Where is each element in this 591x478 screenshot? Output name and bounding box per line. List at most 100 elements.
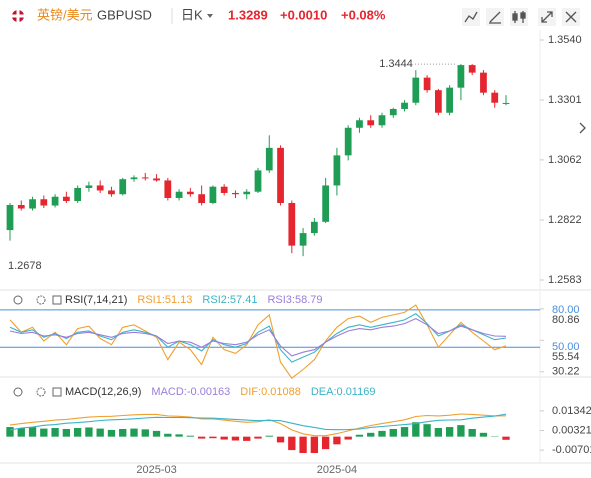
candle-body — [119, 179, 127, 195]
candle-body — [333, 155, 341, 186]
macd-bar — [468, 428, 476, 437]
candle-body — [356, 120, 363, 128]
pair-name: 英镑/美元 — [37, 7, 93, 22]
macd-bar — [423, 424, 431, 437]
grid-icon[interactable] — [52, 295, 62, 305]
y-tick-label: 1.3062 — [548, 154, 582, 166]
y-tick-label: 55.54 — [552, 351, 580, 363]
legend-label: RSI3:58.79 — [267, 294, 322, 306]
candle-body — [446, 87, 454, 113]
legend-label: MACD:-0.00163 — [151, 386, 230, 398]
candle-body — [40, 199, 48, 206]
macd-bar — [85, 427, 93, 437]
candle-body — [130, 177, 138, 180]
y-tick-label: 80.86 — [552, 314, 580, 326]
macd-bar — [141, 429, 149, 437]
candle-body — [310, 221, 318, 234]
macd-bar — [299, 436, 307, 453]
candle-body — [198, 194, 206, 204]
macd-bar — [130, 428, 138, 437]
macd-bar — [445, 427, 454, 437]
series-line — [9, 413, 507, 437]
y-tick-label: 0.00321 — [552, 424, 591, 436]
legend: RSI(7,14,21) RSI1:51.13 RSI2:57.41 RSI3:58.… — [13, 294, 323, 306]
macd-bar — [389, 428, 397, 437]
low-label: 1.2678 — [8, 260, 42, 272]
macd-bar — [164, 433, 172, 437]
indicator-button[interactable] — [462, 8, 480, 26]
candle-body — [164, 180, 172, 198]
macd-bar — [96, 428, 104, 437]
macd-bar — [321, 436, 330, 450]
grid-icon[interactable] — [52, 387, 62, 397]
candle-body — [85, 185, 93, 188]
macd-bar — [502, 436, 510, 440]
y-tick-label: 80.00 — [552, 304, 580, 316]
close-button[interactable] — [562, 8, 580, 26]
candle-body — [434, 90, 442, 113]
candle-body — [243, 191, 251, 195]
macd-bar — [231, 436, 240, 441]
candle-body — [401, 102, 408, 109]
y-tick-label: 50.00 — [552, 341, 580, 353]
draw-button[interactable] — [486, 8, 504, 26]
y-tick-label: 1.2583 — [548, 274, 582, 286]
macd-bar — [73, 428, 82, 437]
candle-body — [153, 178, 160, 181]
candle-body — [232, 192, 239, 195]
candle-button[interactable] — [510, 8, 528, 26]
candle-body — [209, 186, 217, 204]
change-pct: +0.08% — [341, 7, 386, 22]
macd-bar — [310, 436, 319, 453]
y-tick-label: 30.22 — [552, 366, 580, 378]
macd-bar — [479, 432, 488, 437]
candle-body — [17, 205, 25, 209]
legend-label: DIF:0.01088 — [240, 386, 301, 398]
candle-body — [322, 185, 330, 222]
macd-bar — [457, 425, 465, 437]
macd-bar — [40, 428, 48, 437]
candle-body — [344, 127, 352, 156]
candle-body — [367, 120, 375, 126]
price: 1.3289 — [228, 7, 268, 22]
candle-body — [186, 191, 194, 195]
side-arrow[interactable] — [579, 122, 586, 134]
candle-body — [220, 186, 228, 193]
candle-body — [378, 115, 386, 126]
candle-body — [6, 205, 14, 231]
period[interactable]: 日K — [181, 7, 203, 22]
eye-icon[interactable] — [13, 295, 23, 305]
y-tick-label: 1.2822 — [548, 214, 582, 226]
legend-label: RSI2:57.41 — [202, 294, 257, 306]
settings-icon[interactable] — [36, 295, 46, 305]
candle-body — [468, 65, 476, 73]
high-label: 1.3444 — [379, 58, 413, 70]
macd-bar — [6, 427, 14, 437]
y-tick-label: 0.01342 — [552, 405, 591, 417]
macd-bar — [152, 430, 161, 437]
y-tick-label: -0.00701 — [552, 444, 591, 456]
macd-bar — [333, 436, 341, 445]
legend-label: RSI(7,14,21) — [65, 294, 127, 306]
candle-body — [141, 177, 149, 179]
candle-body — [423, 77, 431, 91]
candle-body — [175, 191, 183, 198]
symbol: GBPUSD — [97, 7, 152, 22]
candle-body — [502, 102, 510, 104]
candle-body — [108, 190, 115, 195]
expand-button[interactable] — [538, 8, 556, 26]
x-tick-label: 2025-03 — [136, 464, 176, 476]
legend-label: DEA:0.01169 — [311, 386, 376, 398]
candle-body — [51, 196, 59, 206]
eye-icon[interactable] — [13, 387, 23, 397]
candle-body — [96, 185, 104, 191]
macd-bar — [355, 434, 364, 437]
macd-bar — [434, 428, 443, 437]
candle-body — [288, 203, 296, 246]
candle-body — [491, 92, 499, 103]
settings-icon[interactable] — [36, 387, 46, 397]
candle-body — [29, 199, 36, 209]
dropdown-arrow[interactable] — [207, 14, 213, 18]
